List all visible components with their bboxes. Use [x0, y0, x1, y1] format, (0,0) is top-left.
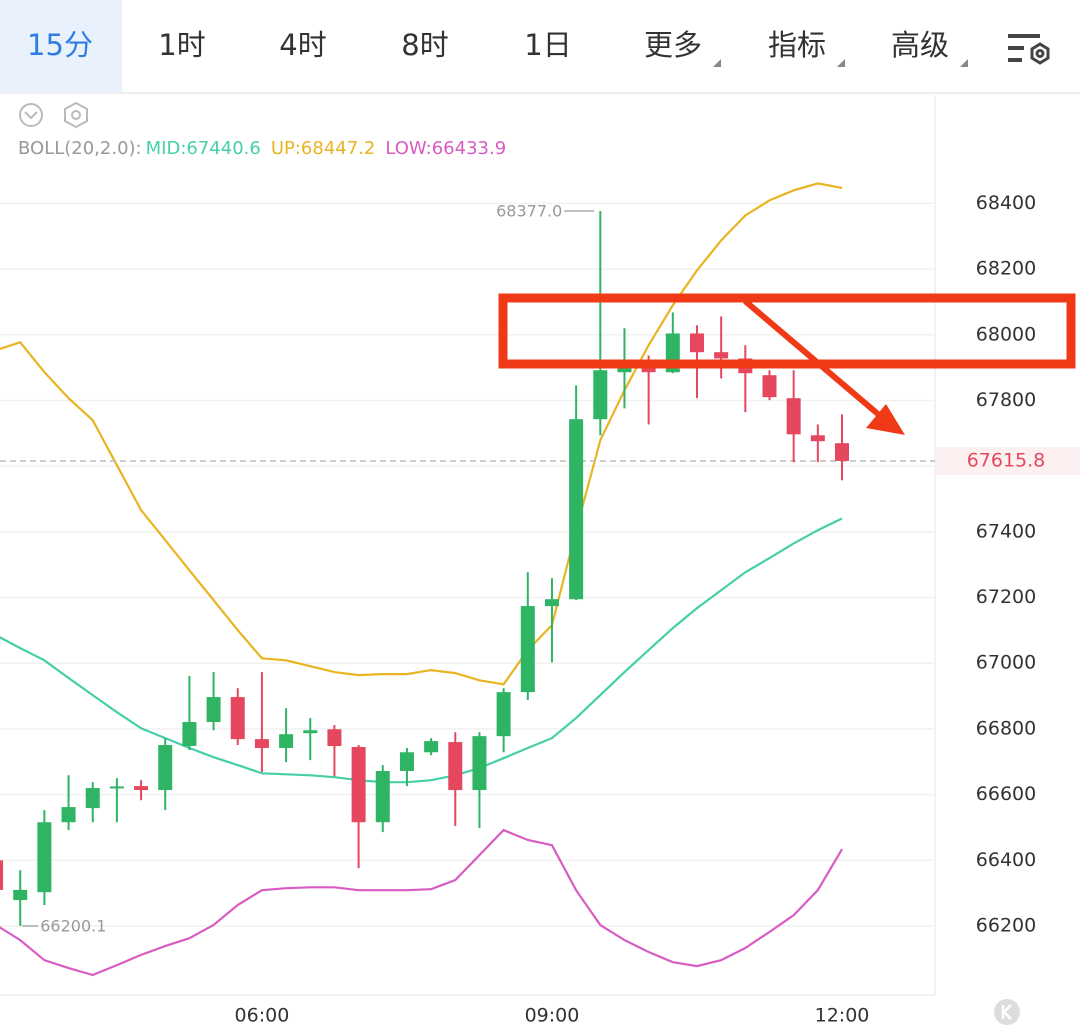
candle-body [472, 736, 487, 791]
candle-body [351, 747, 366, 823]
candle-body [0, 860, 4, 890]
y-tick-label: 66600 [976, 783, 1036, 805]
tab[interactable]: 高级 [891, 28, 968, 67]
candle-body [182, 722, 197, 747]
candle-body [37, 822, 52, 893]
y-tick-label: 67800 [976, 389, 1036, 411]
candle-body [835, 443, 849, 461]
tab-label: 8时 [401, 28, 448, 62]
candle-body [375, 770, 390, 823]
tab[interactable]: 8时 [401, 28, 448, 62]
candle-body [569, 419, 584, 600]
last-price-label: 67615.8 [967, 449, 1046, 471]
tab[interactable]: 更多 [644, 28, 721, 67]
candle-body [424, 741, 439, 753]
candle-body [158, 745, 173, 791]
candle-body [327, 729, 342, 747]
dropdown-mark [960, 59, 968, 67]
y-tick-label: 67200 [976, 586, 1036, 608]
tab-bar: 15分 1时 4时 8时 1日 更多 指标 高级 [0, 0, 968, 92]
candle-body [109, 786, 124, 789]
dropdown-mark [713, 59, 721, 67]
band-line [0, 182, 843, 686]
candle-body [85, 788, 100, 809]
band-line [0, 828, 843, 977]
x-tick-label: 09:00 [525, 1005, 580, 1027]
candle-body [593, 370, 608, 420]
candle-body [617, 368, 632, 373]
y-tick-label: 66200 [976, 915, 1036, 937]
y-tick-label: 66800 [976, 717, 1036, 739]
candle-body [13, 889, 28, 901]
collapse-icon[interactable] [19, 103, 43, 127]
annotation-label: 68377.0 [496, 201, 562, 220]
tab-label: 1日 [524, 28, 571, 62]
last-price-bg [936, 446, 1080, 475]
y-tick-label: 68200 [976, 258, 1036, 280]
candle-body [689, 333, 704, 353]
legend-label: BOLL(20,2.0): [18, 138, 142, 159]
candle-body [206, 697, 221, 723]
axis: 6620066400666006680067000672006740067600… [40, 192, 1080, 1027]
y-tick-label: 67000 [976, 652, 1036, 674]
tab[interactable]: 1日 [524, 28, 571, 62]
tab-label: 高级 [891, 28, 949, 62]
band-line [0, 517, 843, 784]
indicator-settings-icon[interactable] [64, 101, 88, 129]
y-tick-label: 68000 [976, 323, 1036, 345]
tab-highlight [0, 0, 122, 92]
candle-body [134, 786, 149, 791]
candle-body [786, 398, 801, 435]
grid [0, 202, 935, 927]
tab[interactable]: 15分 [0, 0, 122, 92]
candle-body [230, 697, 245, 740]
candle-body [496, 692, 511, 737]
candle-body [544, 599, 559, 607]
legend-item: MID:67440.6 [146, 138, 261, 159]
tab-label: 4时 [279, 28, 326, 62]
tab-label: 指标 [768, 28, 826, 62]
candle-body [279, 734, 294, 748]
tab[interactable]: 指标 [768, 28, 845, 67]
candle-body [254, 739, 269, 748]
y-tick-label: 66400 [976, 849, 1036, 871]
y-tick-label: 68400 [976, 192, 1036, 214]
candle-body [448, 742, 463, 791]
tab-label: 1时 [158, 28, 205, 62]
tab-label: 15分 [27, 28, 93, 62]
annotation-label: 66200.1 [40, 916, 106, 935]
candle-body [810, 435, 825, 442]
legend-item: LOW:66433.9 [385, 138, 506, 159]
back-icon[interactable] [994, 999, 1020, 1025]
indicator-legend: BOLL(20,2.0): MID:67440.6 UP:68447.2 LOW:66… [18, 138, 506, 159]
candle-body [520, 606, 535, 693]
tab-label: 更多 [644, 28, 702, 62]
candle-body [762, 375, 777, 398]
tab[interactable]: 1时 [158, 28, 205, 62]
candle-body [61, 807, 76, 823]
dropdown-mark [837, 59, 845, 67]
tab[interactable]: 4时 [279, 28, 326, 62]
candle-body [399, 752, 414, 771]
candle-body [714, 352, 729, 359]
y-tick-label: 67400 [976, 520, 1036, 542]
x-tick-label: 06:00 [235, 1005, 290, 1027]
highlight-box [498, 293, 1076, 435]
x-tick-label: 12:00 [815, 1005, 870, 1027]
legend-item: UP:68447.2 [271, 138, 376, 159]
settings-icon[interactable] [1008, 34, 1050, 65]
candle-body [303, 730, 318, 734]
